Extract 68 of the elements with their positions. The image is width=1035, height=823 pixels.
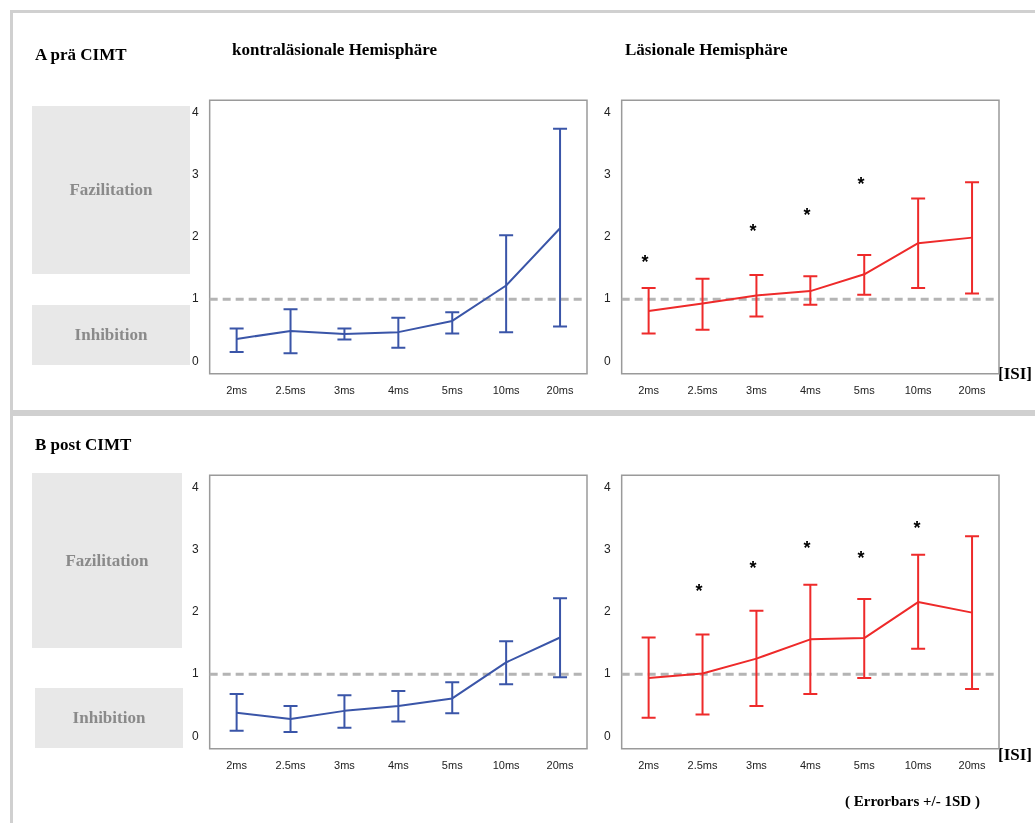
x-tick-label: 4ms [799,759,822,772]
x-axis-title: [ISI] [998,745,1033,765]
text: Inhibition [32,305,190,365]
x-tick-label: 2ms [638,759,660,772]
y-tick-label: 1 [603,291,611,306]
y-tick-label: 0 [603,728,611,743]
y-tick-label: 0 [191,728,199,743]
y-tick-label: 2 [191,604,199,619]
y-tick-label: 4 [603,479,611,494]
y-tick-label: 2 [603,229,611,244]
x-tick-label: 3ms [334,759,356,772]
annotation: * [857,547,865,568]
x-tick-label: 2.5ms [275,759,306,772]
x-tick-label: 20ms [958,384,986,397]
x-tick-label: 4ms [799,384,822,397]
x-tick-label: 4ms [387,384,410,397]
text: ( Errorbars +/- 1SD ) [845,793,980,810]
annotation: * [695,580,703,601]
annotation: * [749,220,757,241]
x-tick-label: 3ms [746,759,768,772]
text: Fazilitation [32,106,190,274]
x-tick-label: 2ms [226,759,248,772]
x-tick-label: 2.5ms [687,759,718,772]
y-tick-label: 3 [191,542,199,557]
x-tick-label: 4ms [387,759,410,772]
x-tick-label: 2.5ms [275,384,306,397]
x-axis-title: [ISI] [998,364,1033,384]
chart-title: kontraläsionale Hemisphäre [232,40,438,60]
x-tick-label: 20ms [546,759,574,772]
y-tick-label: 1 [191,291,199,306]
x-tick-label: 10ms [492,384,521,397]
annotation: * [913,517,921,538]
y-tick-label: 4 [191,479,199,494]
y-tick-label: 4 [191,104,199,119]
x-tick-label: 3ms [746,384,768,397]
y-tick-label: 1 [191,666,199,681]
x-tick-label: 3ms [334,384,356,397]
annotation: * [803,537,811,558]
x-tick-label: 2.5ms [687,384,718,397]
y-tick-label: 2 [603,604,611,619]
y-tick-label: 0 [191,353,199,368]
text: A prä CIMT [35,45,127,65]
y-tick-label: 1 [603,666,611,681]
chart-title: Läsionale Hemisphäre [625,40,788,60]
y-tick-label: 4 [603,104,611,119]
text: Inhibition [35,688,183,748]
annotation: * [749,557,757,578]
annotation: * [641,251,649,272]
x-tick-label: 20ms [958,759,986,772]
x-tick-label: 5ms [853,384,876,397]
x-tick-label: 10ms [492,759,521,772]
x-tick-label: 5ms [853,759,876,772]
y-tick-label: 3 [191,167,199,182]
x-tick-label: 2ms [226,384,248,397]
y-tick-label: 2 [191,229,199,244]
x-tick-label: 5ms [441,384,464,397]
annotation: * [803,204,811,225]
x-tick-label: 5ms [441,759,464,772]
text: Fazilitation [32,473,182,648]
y-tick-label: 3 [603,167,611,182]
x-tick-label: 20ms [546,384,574,397]
y-tick-label: 0 [603,353,611,368]
x-tick-label: 2ms [638,384,660,397]
annotation: * [857,173,865,194]
text: B post CIMT [35,435,132,455]
y-tick-label: 3 [603,542,611,557]
x-tick-label: 10ms [904,384,933,397]
x-tick-label: 10ms [904,759,933,772]
